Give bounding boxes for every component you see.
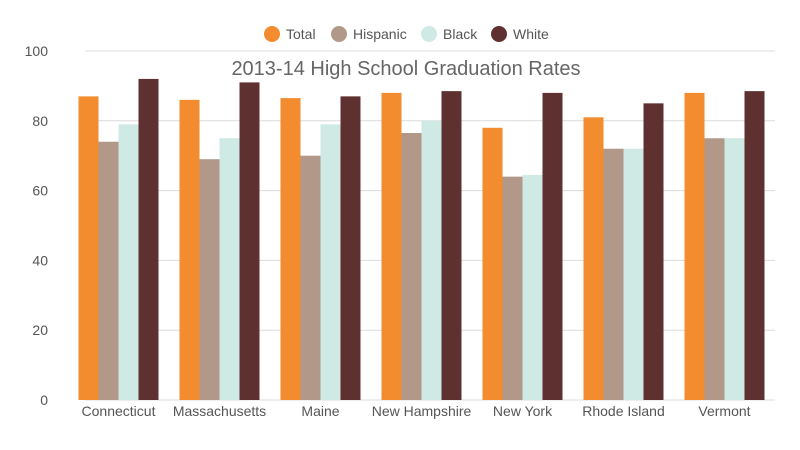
legend-label-total[interactable]: Total (286, 26, 316, 42)
legend-label-white[interactable]: White (513, 26, 549, 42)
bar-black-new-york[interactable] (522, 174, 543, 400)
bar-white-new-hampshire[interactable] (441, 91, 462, 400)
legend-swatch-hispanic[interactable] (331, 26, 347, 42)
bar-hispanic-rhode-island[interactable] (603, 148, 624, 400)
bar-black-new-hampshire[interactable] (421, 120, 442, 401)
bar-black-massachusetts[interactable] (219, 138, 240, 400)
y-tick-label: 40 (32, 252, 48, 268)
y-tick-label: 20 (32, 322, 48, 338)
x-axis-categories: Connecticut Massachusetts Maine New Hampshi… (82, 403, 751, 419)
bar-hispanic-new-york[interactable] (502, 176, 523, 400)
legend-label-hispanic[interactable]: Hispanic (353, 26, 407, 42)
x-category-label: New Hampshire (372, 403, 472, 419)
x-category-label: Rhode Island (582, 403, 665, 419)
y-tick-label: 0 (40, 392, 48, 408)
bar-white-vermont[interactable] (744, 91, 765, 400)
bar-white-rhode-island[interactable] (643, 103, 664, 400)
legend: Total Hispanic Black White (264, 26, 549, 42)
bar-black-rhode-island[interactable] (623, 148, 644, 400)
bar-total-rhode-island[interactable] (583, 117, 604, 400)
chart-title: 2013-14 High School Graduation Rates (231, 58, 580, 80)
bar-total-new-hampshire[interactable] (381, 92, 402, 400)
bar-white-massachusetts[interactable] (239, 82, 260, 400)
bar-hispanic-maine[interactable] (300, 155, 321, 400)
legend-label-black[interactable]: Black (443, 26, 478, 42)
bar-hispanic-new-hampshire[interactable] (401, 133, 422, 400)
x-category-label: Connecticut (82, 403, 156, 419)
bar-total-connecticut[interactable] (78, 96, 99, 401)
bar-black-vermont[interactable] (724, 138, 745, 400)
y-axis-ticks: 0 20 40 60 80 100 (25, 43, 49, 408)
legend-swatch-total[interactable] (264, 26, 280, 42)
bar-hispanic-massachusetts[interactable] (199, 159, 220, 400)
bar-total-maine[interactable] (280, 98, 301, 401)
x-category-label: Massachusetts (173, 403, 266, 419)
bar-total-massachusetts[interactable] (179, 99, 200, 401)
bar-black-maine[interactable] (320, 124, 341, 400)
bar-total-new-york[interactable] (482, 127, 503, 400)
bar-hispanic-connecticut[interactable] (98, 141, 119, 401)
legend-swatch-white[interactable] (491, 26, 507, 42)
legend-swatch-black[interactable] (421, 26, 437, 42)
bar-white-connecticut[interactable] (138, 78, 159, 401)
x-category-label: New York (493, 403, 553, 419)
bars (78, 78, 765, 401)
bar-hispanic-vermont[interactable] (704, 138, 725, 400)
y-tick-label: 80 (32, 113, 48, 129)
bar-black-connecticut[interactable] (118, 124, 139, 400)
y-tick-label: 100 (25, 43, 49, 59)
y-tick-label: 60 (32, 183, 48, 199)
bar-white-maine[interactable] (340, 96, 361, 401)
bar-white-new-york[interactable] (542, 92, 563, 400)
bar-total-vermont[interactable] (684, 92, 705, 400)
x-category-label: Vermont (698, 403, 750, 419)
x-category-label: Maine (301, 403, 339, 419)
